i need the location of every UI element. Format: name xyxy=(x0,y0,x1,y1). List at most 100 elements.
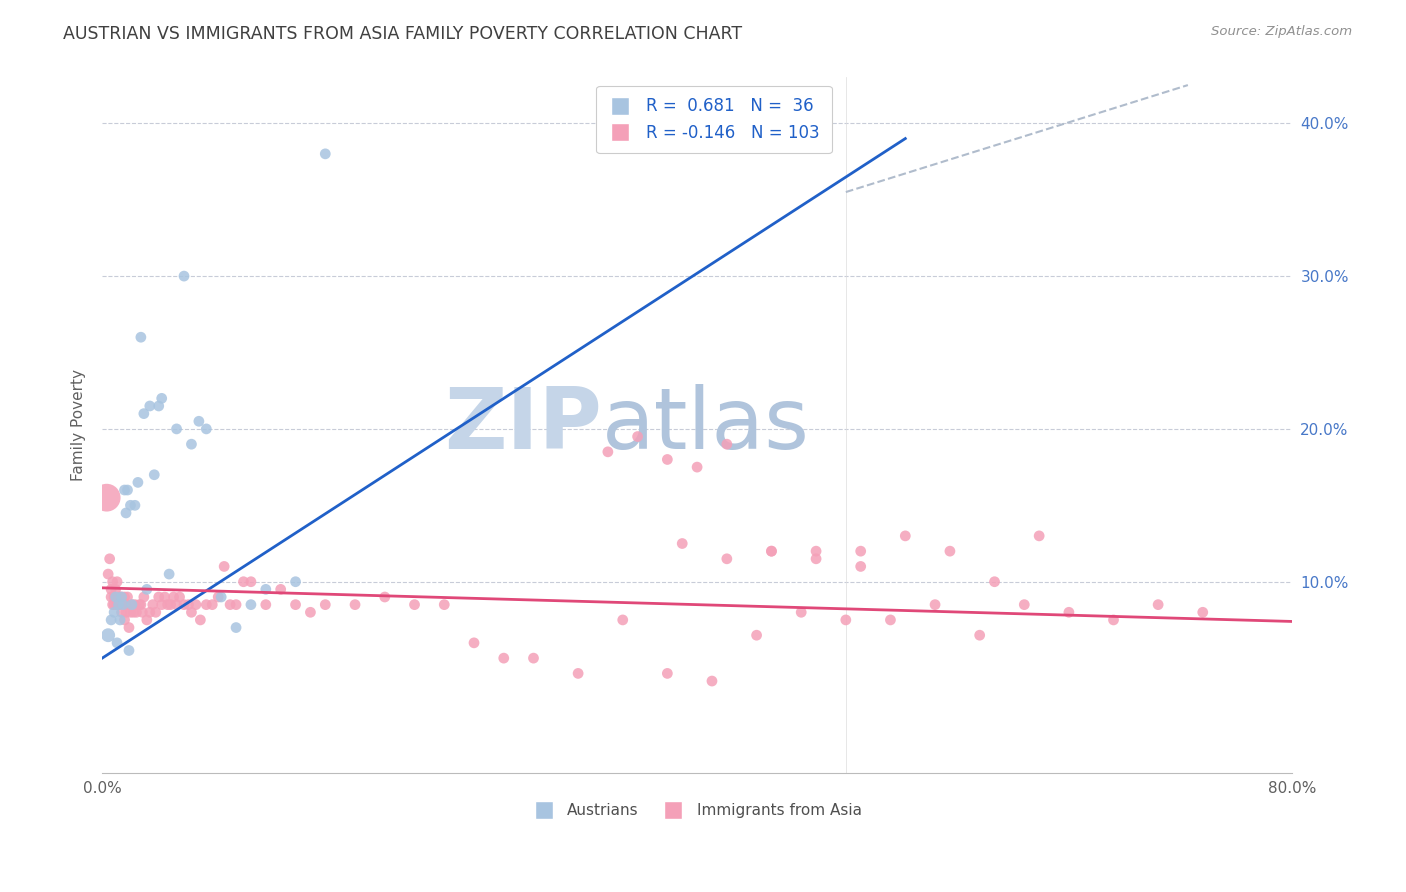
Point xyxy=(969,628,991,642)
Text: ZIP: ZIP xyxy=(444,384,602,467)
Point xyxy=(101,598,124,612)
Point xyxy=(150,392,173,406)
Point xyxy=(121,598,143,612)
Point xyxy=(433,598,456,612)
Point xyxy=(924,598,946,612)
Point xyxy=(143,467,166,482)
Point xyxy=(103,590,125,604)
Point xyxy=(162,590,184,604)
Point xyxy=(270,582,292,597)
Point xyxy=(131,605,153,619)
Point xyxy=(219,598,242,612)
Point xyxy=(129,598,152,612)
Point xyxy=(148,399,170,413)
Point xyxy=(108,613,131,627)
Point xyxy=(173,598,195,612)
Point xyxy=(104,590,127,604)
Point xyxy=(201,598,224,612)
Point xyxy=(700,674,723,689)
Point xyxy=(835,613,858,627)
Point xyxy=(209,590,232,604)
Point xyxy=(150,598,173,612)
Point xyxy=(184,598,207,612)
Point xyxy=(117,483,139,497)
Point xyxy=(761,544,783,558)
Point xyxy=(983,574,1005,589)
Text: AUSTRIAN VS IMMIGRANTS FROM ASIA FAMILY POVERTY CORRELATION CHART: AUSTRIAN VS IMMIGRANTS FROM ASIA FAMILY … xyxy=(63,25,742,43)
Point xyxy=(492,651,515,665)
Point xyxy=(284,574,307,589)
Point xyxy=(239,598,262,612)
Point xyxy=(110,590,132,604)
Point xyxy=(939,544,962,558)
Point xyxy=(100,613,122,627)
Point xyxy=(108,598,131,612)
Point xyxy=(612,613,634,627)
Point xyxy=(96,491,118,505)
Point xyxy=(142,598,165,612)
Point xyxy=(804,551,827,566)
Point xyxy=(254,582,277,597)
Point xyxy=(105,598,128,612)
Point xyxy=(671,536,693,550)
Point xyxy=(103,598,125,612)
Point xyxy=(187,414,209,428)
Point xyxy=(314,598,336,612)
Point xyxy=(117,590,139,604)
Point xyxy=(404,598,426,612)
Point xyxy=(100,590,122,604)
Point xyxy=(657,666,679,681)
Point xyxy=(100,582,122,597)
Point xyxy=(135,613,157,627)
Point xyxy=(112,598,135,612)
Point xyxy=(166,422,188,436)
Point xyxy=(1028,529,1050,543)
Point xyxy=(190,613,212,627)
Point xyxy=(173,269,195,284)
Point xyxy=(101,574,124,589)
Point xyxy=(153,590,176,604)
Point xyxy=(108,590,131,604)
Point xyxy=(716,551,738,566)
Point xyxy=(112,598,135,612)
Point xyxy=(103,605,125,619)
Point xyxy=(254,598,277,612)
Point xyxy=(207,590,229,604)
Point xyxy=(157,567,180,582)
Point xyxy=(121,598,143,612)
Point xyxy=(804,544,827,558)
Point xyxy=(110,590,132,604)
Point xyxy=(128,598,150,612)
Point xyxy=(107,598,129,612)
Point xyxy=(596,445,619,459)
Point xyxy=(139,605,162,619)
Point xyxy=(159,598,181,612)
Point xyxy=(299,605,322,619)
Point xyxy=(1102,613,1125,627)
Point xyxy=(657,452,679,467)
Point xyxy=(225,598,247,612)
Y-axis label: Family Poverty: Family Poverty xyxy=(72,369,86,481)
Point xyxy=(120,605,142,619)
Point xyxy=(232,574,254,589)
Point xyxy=(114,590,136,604)
Point xyxy=(745,628,768,642)
Point xyxy=(118,621,141,635)
Point xyxy=(716,437,738,451)
Point xyxy=(849,559,872,574)
Point xyxy=(127,475,149,490)
Point xyxy=(314,146,336,161)
Point xyxy=(790,605,813,619)
Point xyxy=(98,551,121,566)
Point xyxy=(105,636,128,650)
Point xyxy=(1057,605,1080,619)
Point xyxy=(125,605,148,619)
Point xyxy=(169,590,191,604)
Point xyxy=(156,598,179,612)
Point xyxy=(114,613,136,627)
Point xyxy=(148,590,170,604)
Point xyxy=(567,666,589,681)
Point xyxy=(879,613,901,627)
Point xyxy=(132,590,155,604)
Point xyxy=(110,605,132,619)
